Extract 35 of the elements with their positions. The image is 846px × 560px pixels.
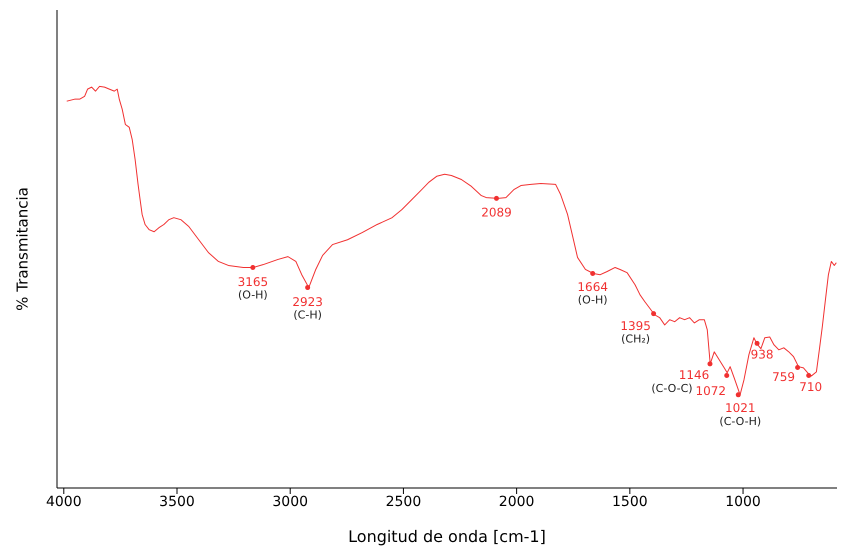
annotation: (CH₂) xyxy=(621,332,650,346)
point xyxy=(590,271,596,276)
point xyxy=(305,285,310,290)
annotation: 938 xyxy=(750,348,774,362)
point xyxy=(754,340,760,346)
annotation: 1021 xyxy=(725,401,756,416)
y-axis-title: % Transmitancia xyxy=(13,187,32,311)
annotation: (O-H) xyxy=(238,288,268,302)
point xyxy=(795,364,800,370)
x-tick-label: 3000 xyxy=(272,494,308,510)
point xyxy=(494,196,499,201)
x-tick-label: 4000 xyxy=(46,494,82,510)
point xyxy=(707,361,712,366)
annotation: 759 xyxy=(772,370,796,384)
annotation: 3165 xyxy=(238,274,268,289)
point xyxy=(736,392,741,398)
annotation: (C-O-C) xyxy=(651,382,693,395)
point xyxy=(250,264,256,270)
annotation: 2923 xyxy=(292,294,323,309)
annotation: (C-H) xyxy=(293,308,322,322)
x-tick-label: 1000 xyxy=(725,494,761,510)
annotation: 1395 xyxy=(620,318,651,333)
annotation: 1664 xyxy=(577,280,608,294)
x-tick-label: 3500 xyxy=(159,494,195,510)
annotation: 1146 xyxy=(678,368,710,382)
annotation: 1072 xyxy=(695,384,726,398)
x-tick-label: 2000 xyxy=(498,494,534,510)
annotation: (O-H) xyxy=(578,294,608,307)
point xyxy=(651,311,656,316)
annotation: 710 xyxy=(799,380,822,394)
annotation: 2089 xyxy=(481,206,512,220)
x-tick-label: 1500 xyxy=(612,494,648,510)
x-axis-title: Longitud de onda [cm-1] xyxy=(348,527,546,546)
annotation: (C-O-H) xyxy=(719,414,762,428)
x-tick-label: 2500 xyxy=(386,494,422,510)
